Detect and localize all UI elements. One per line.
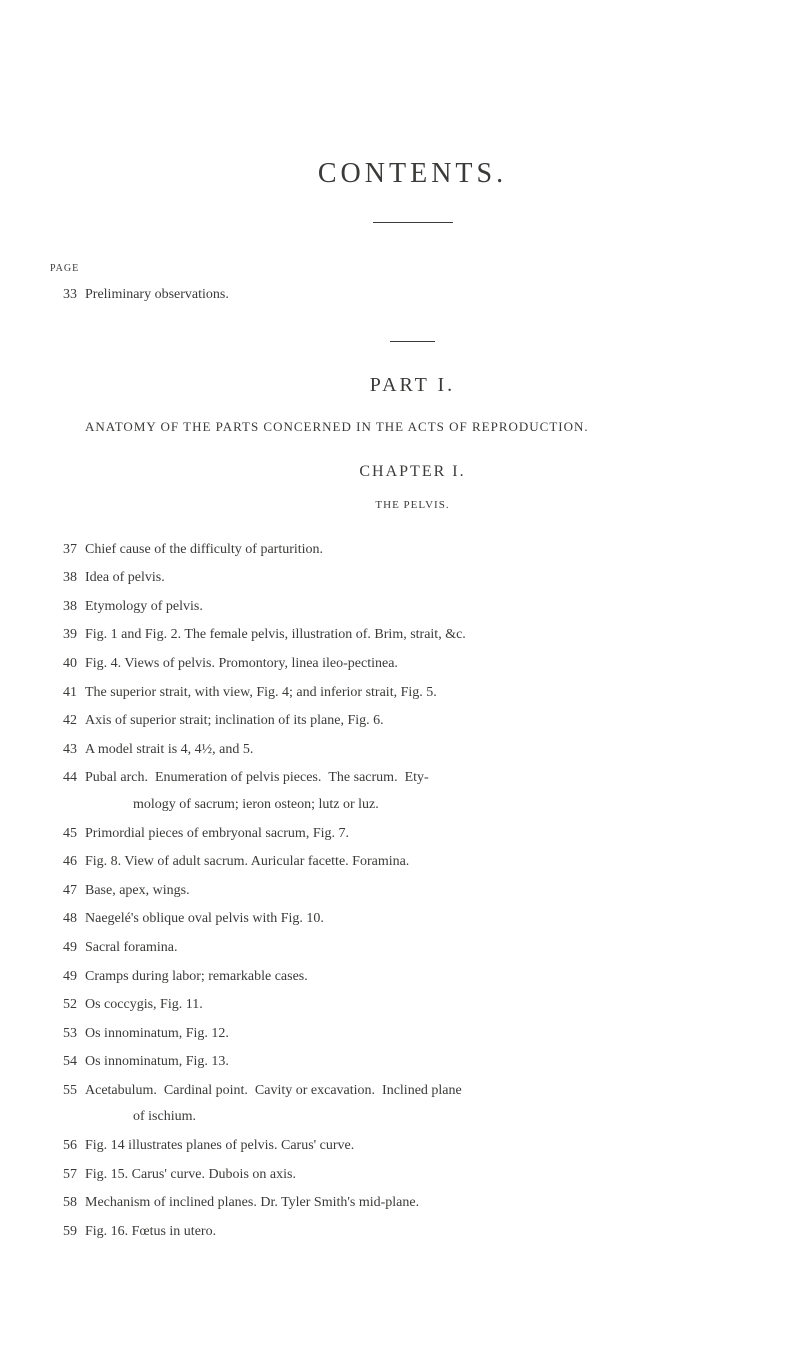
entry-text: Naegelé's oblique oval pelvis with Fig. … — [85, 906, 740, 933]
entry-text: Chief cause of the difficulty of parturi… — [85, 537, 740, 564]
entry-page: 56 — [45, 1133, 77, 1160]
table-row: 44Pubal arch. Enumeration of pelvis piec… — [85, 765, 740, 818]
entry-page: 41 — [45, 680, 77, 707]
table-row: 57Fig. 15. Carus' curve. Dubois on axis. — [85, 1162, 740, 1189]
table-row: 53Os innominatum, Fig. 12. — [85, 1021, 740, 1048]
entry-page: 53 — [45, 1021, 77, 1048]
entry-page: 39 — [45, 622, 77, 649]
entry-page: 49 — [45, 935, 77, 962]
entry-text: Sacral foramina. — [85, 935, 740, 962]
entry-text: Fig. 4. Views of pelvis. Promontory, lin… — [85, 651, 740, 678]
table-row: 43A model strait is 4, 4½, and 5. — [85, 737, 740, 764]
section-separator — [390, 341, 435, 342]
chapter-heading: CHAPTER I. — [85, 463, 740, 481]
entry-text: Os coccygis, Fig. 11. — [85, 992, 740, 1019]
entry-text: Idea of pelvis. — [85, 565, 740, 592]
entry-page: 52 — [45, 992, 77, 1019]
table-row: 52Os coccygis, Fig. 11. — [85, 992, 740, 1019]
entry-page: 54 — [45, 1049, 77, 1076]
entry-page: 47 — [45, 878, 77, 905]
entry-page: 57 — [45, 1162, 77, 1189]
table-row: 59Fig. 16. Fœtus in utero. — [85, 1219, 740, 1246]
title-separator — [373, 222, 453, 223]
table-row: 37Chief cause of the difficulty of partu… — [85, 537, 740, 564]
entry-text: Fig. 16. Fœtus in utero. — [85, 1219, 740, 1246]
sub-heading: THE PELVIS. — [85, 499, 740, 511]
entry-text: Os innominatum, Fig. 12. — [85, 1021, 740, 1048]
entry-text: Fig. 8. View of adult sacrum. Auricular … — [85, 849, 740, 876]
table-row: 40Fig. 4. Views of pelvis. Promontory, l… — [85, 651, 740, 678]
entry-text: Fig. 1 and Fig. 2. The female pelvis, il… — [85, 622, 740, 649]
table-row: 38Idea of pelvis. — [85, 565, 740, 592]
table-row: 56Fig. 14 illustrates planes of pelvis. … — [85, 1133, 740, 1160]
anatomy-section: ANATOMY OF THE PARTS CONCERNED IN THE AC… — [85, 419, 740, 435]
table-row: 46Fig. 8. View of adult sacrum. Auricula… — [85, 849, 740, 876]
page-title: CONTENTS. — [85, 158, 740, 190]
table-row: 58Mechanism of inclined planes. Dr. Tyle… — [85, 1190, 740, 1217]
entry-page: 42 — [45, 708, 77, 735]
entry-page: 40 — [45, 651, 77, 678]
entries-container: 37Chief cause of the difficulty of partu… — [85, 537, 740, 1246]
entry-page: 33 — [45, 282, 77, 309]
entry-text: Base, apex, wings. — [85, 878, 740, 905]
entry-page: 43 — [45, 737, 77, 764]
entry-page: 45 — [45, 821, 77, 848]
table-row: 49Cramps during labor; remarkable cases. — [85, 964, 740, 991]
entry-text: Fig. 15. Carus' curve. Dubois on axis. — [85, 1162, 740, 1189]
table-row: 55Acetabulum. Cardinal point. Cavity or … — [85, 1078, 740, 1131]
entry-page: 48 — [45, 906, 77, 933]
entry-text: A model strait is 4, 4½, and 5. — [85, 737, 740, 764]
entry-text: Preliminary observations. — [85, 282, 740, 309]
entry-page: 38 — [45, 594, 77, 621]
entry-text: Mechanism of inclined planes. Dr. Tyler … — [85, 1190, 740, 1217]
entry-text: Os innominatum, Fig. 13. — [85, 1049, 740, 1076]
entry-page: 55 — [45, 1078, 77, 1131]
table-row: 39Fig. 1 and Fig. 2. The female pelvis, … — [85, 622, 740, 649]
entry-page: 58 — [45, 1190, 77, 1217]
table-row: 49Sacral foramina. — [85, 935, 740, 962]
entry-text: Fig. 14 illustrates planes of pelvis. Ca… — [85, 1133, 740, 1160]
page-label: PAGE — [50, 263, 740, 274]
entry-text: Primordial pieces of embryonal sacrum, F… — [85, 821, 740, 848]
table-row: 41The superior strait, with view, Fig. 4… — [85, 680, 740, 707]
table-row: 42Axis of superior strait; inclination o… — [85, 708, 740, 735]
table-row: 38Etymology of pelvis. — [85, 594, 740, 621]
entry-text: Axis of superior strait; inclination of … — [85, 708, 740, 735]
table-row: 54Os innominatum, Fig. 13. — [85, 1049, 740, 1076]
part-heading: PART I. — [85, 374, 740, 397]
entry-text: Pubal arch. Enumeration of pelvis pieces… — [85, 765, 740, 818]
entry-text: Etymology of pelvis. — [85, 594, 740, 621]
table-row: 48Naegelé's oblique oval pelvis with Fig… — [85, 906, 740, 933]
entry-page: 37 — [45, 537, 77, 564]
entry-page: 59 — [45, 1219, 77, 1246]
table-row: 45Primordial pieces of embryonal sacrum,… — [85, 821, 740, 848]
entry-page: 38 — [45, 565, 77, 592]
entry-text: Cramps during labor; remarkable cases. — [85, 964, 740, 991]
entry-page: 44 — [45, 765, 77, 818]
entry-text: Acetabulum. Cardinal point. Cavity or ex… — [85, 1078, 740, 1131]
entry-page: 49 — [45, 964, 77, 991]
preliminary-entry: 33 Preliminary observations. — [85, 282, 740, 309]
entry-page: 46 — [45, 849, 77, 876]
entry-text: The superior strait, with view, Fig. 4; … — [85, 680, 740, 707]
table-row: 47Base, apex, wings. — [85, 878, 740, 905]
